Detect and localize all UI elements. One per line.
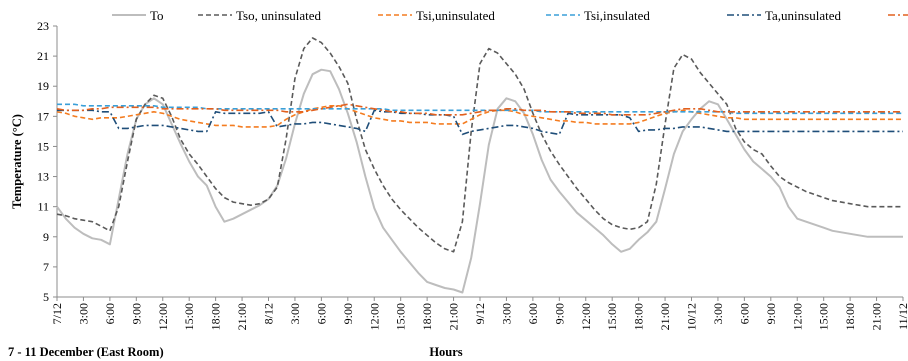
x-tick-label: 8/12 <box>262 303 276 324</box>
x-tick-label: 6:00 <box>526 303 540 324</box>
y-tick-label: 23 <box>37 19 49 33</box>
legend-label: Ta,uninsulated <box>765 8 841 23</box>
series-line-4 <box>57 109 903 136</box>
x-tick-label: 21:00 <box>658 303 672 330</box>
y-tick-label: 5 <box>43 290 49 304</box>
x-tick-label: 11/12 <box>896 303 908 330</box>
y-tick-label: 9 <box>43 230 49 244</box>
y-tick-label: 19 <box>37 79 49 93</box>
legend-label: To <box>150 8 164 23</box>
x-tick-labels: 7/12 3:00 6:00 9:00 12:00 15:00 18:00 21:00 8/12… <box>50 297 908 330</box>
legend-label: Tsi,insulated <box>584 8 650 23</box>
series-line-1 <box>56 37 903 253</box>
y-tick-label: 13 <box>37 170 49 184</box>
axes <box>56 26 903 298</box>
x-tick-label: 9:00 <box>552 303 566 324</box>
x-tick-label: 18:00 <box>632 303 646 330</box>
x-tick-label: 15:00 <box>817 303 831 330</box>
x-tick-label: 21:00 <box>447 303 461 330</box>
x-tick-label: 15:00 <box>182 303 196 330</box>
legend-label: Tsi,uninsulated <box>416 8 495 23</box>
chart-caption: 7 - 11 December (East Room) <box>8 345 164 359</box>
x-tick-label: 12:00 <box>367 303 381 330</box>
x-tick-label: 6:00 <box>103 303 117 324</box>
series-line-5 <box>56 103 903 116</box>
x-tick-label: 9:00 <box>341 303 355 324</box>
y-tick-label: 7 <box>43 260 49 274</box>
y-tick-labels: 5 7 9 11 13 15 17 19 21 23 <box>37 19 57 304</box>
legend: To Tso, uninsulated Tsi,uninsulated Tsi,ins… <box>112 8 908 23</box>
x-tick-label: 10/12 <box>685 303 699 330</box>
series-line-0 <box>56 68 903 294</box>
x-tick-label: 9:00 <box>764 303 778 324</box>
x-tick-label: 9/12 <box>473 303 487 324</box>
y-tick-label: 17 <box>37 109 49 123</box>
x-tick-label: 18:00 <box>843 303 857 330</box>
series-line-3 <box>57 103 903 115</box>
x-tick-label: 6:00 <box>314 303 328 324</box>
x-tick-label: 21:00 <box>870 303 884 330</box>
y-axis-title: Temperature (°C) <box>10 114 24 209</box>
series-lines <box>56 37 903 294</box>
x-tick-label: 3:00 <box>288 303 302 324</box>
x-tick-label: 18:00 <box>420 303 434 330</box>
x-tick-label: 15:00 <box>394 303 408 330</box>
x-tick-label: 21:00 <box>235 303 249 330</box>
y-tick-label: 11 <box>37 200 49 214</box>
y-tick-label: 15 <box>37 139 49 153</box>
x-tick-label: 7/12 <box>50 303 64 324</box>
x-tick-label: 3:00 <box>499 303 513 324</box>
x-tick-label: 3:00 <box>76 303 90 324</box>
x-tick-label: 12:00 <box>156 303 170 330</box>
x-tick-label: 6:00 <box>737 303 751 324</box>
legend-label: Tso, uninsulated <box>236 8 322 23</box>
x-tick-label: 18:00 <box>209 303 223 330</box>
x-axis-title: Hours <box>429 345 462 359</box>
x-tick-label: 9:00 <box>129 303 143 324</box>
x-tick-label: 15:00 <box>605 303 619 330</box>
series-line-2 <box>56 105 903 128</box>
x-tick-label: 12:00 <box>579 303 593 330</box>
x-tick-label: 3:00 <box>711 303 725 324</box>
y-tick-label: 21 <box>37 49 49 63</box>
x-tick-label: 12:00 <box>790 303 804 330</box>
